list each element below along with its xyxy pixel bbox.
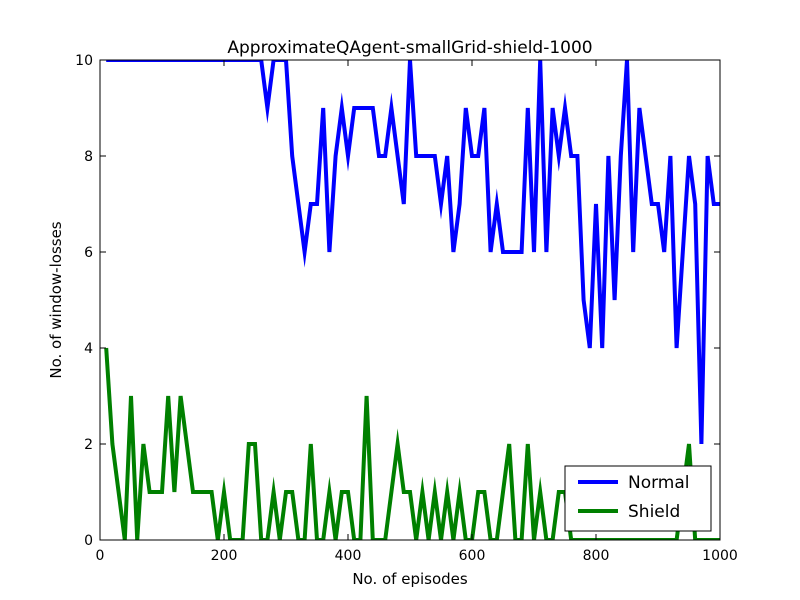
legend: Normal Shield (564, 465, 712, 532)
plot-series (104, 60, 720, 540)
y-axis-ticks: 0 2 4 6 8 10 (75, 53, 720, 549)
y-tick-label: 8 (84, 149, 93, 165)
chart-title: ApproximateQAgent-smallGrid-shield-1000 (227, 38, 592, 58)
plot-area-frame (99, 59, 721, 541)
series-line-shield (104, 347, 720, 540)
x-tick-label: 200 (211, 548, 238, 564)
y-tick-label: 4 (84, 341, 93, 357)
legend-box (564, 465, 712, 532)
x-axis-ticks: 0 200 400 600 800 1000 (96, 60, 738, 564)
x-axis-label: No. of episodes (352, 570, 468, 588)
y-tick-label: 10 (75, 53, 93, 69)
y-tick-label: 0 (84, 533, 93, 549)
x-tick-label: 800 (583, 548, 610, 564)
y-axis-label: No. of window-losses (47, 221, 65, 378)
legend-label-normal: Normal (628, 473, 690, 493)
x-tick-label: 0 (96, 548, 105, 564)
y-tick-label: 2 (84, 437, 93, 453)
x-tick-label: 1000 (702, 548, 738, 564)
series-line-normal (106, 60, 720, 445)
x-tick-label: 600 (459, 548, 486, 564)
legend-label-shield: Shield (628, 502, 680, 522)
x-tick-label: 400 (335, 548, 362, 564)
y-tick-label: 6 (84, 245, 93, 261)
